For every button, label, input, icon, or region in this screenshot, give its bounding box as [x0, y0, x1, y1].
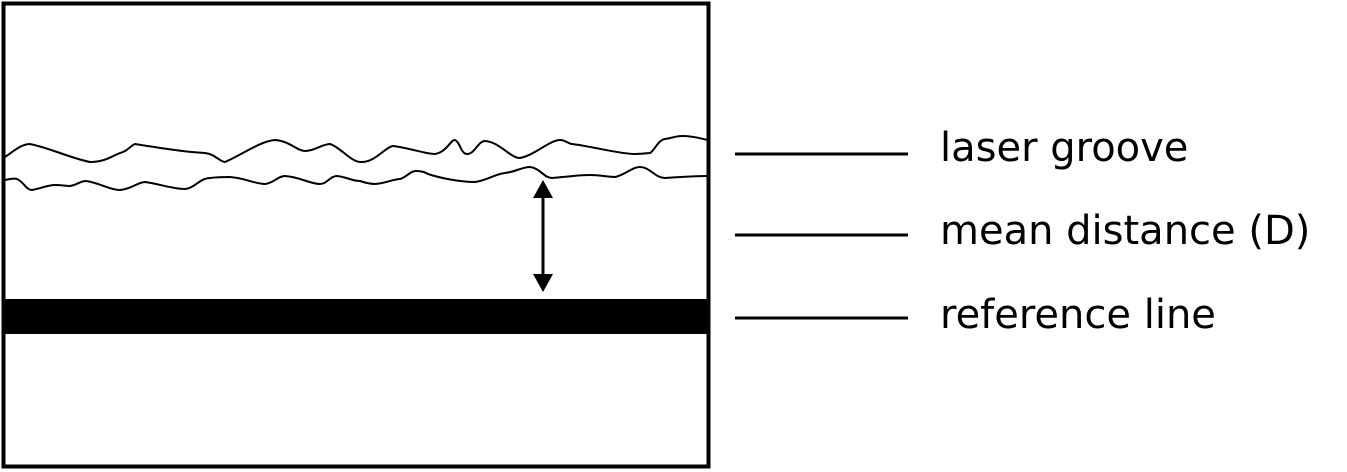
sample-frame	[1, 1, 711, 469]
legend-label-mean-distance: mean distance (D)	[940, 208, 1311, 254]
mean-distance-arrow	[533, 180, 553, 292]
reference-line-bar	[3, 299, 709, 334]
legend-label-reference-line: reference line	[940, 292, 1216, 338]
laser-groove-upper-edge	[4, 134, 709, 164]
legend-label-laser-groove: laser groove	[940, 125, 1189, 171]
laser-groove-lower-edge	[4, 165, 709, 192]
